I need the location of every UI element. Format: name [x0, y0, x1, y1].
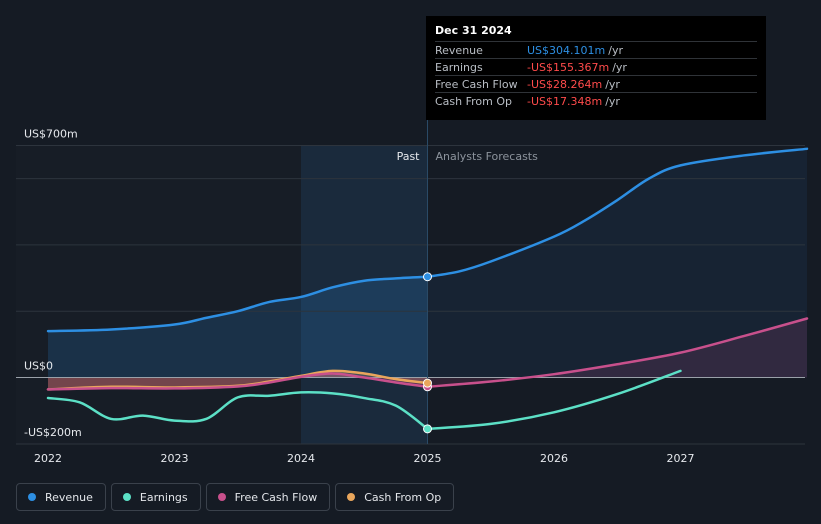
x-tick-label: 2024	[287, 452, 315, 465]
tooltip-row-free-cash-flow: Free Cash Flow -US$28.264m /yr	[435, 75, 757, 92]
tooltip-row-revenue: Revenue US$304.101m /yr	[435, 41, 757, 58]
cfo-past-area	[48, 370, 428, 390]
legend-item-earnings[interactable]: Earnings	[110, 483, 201, 511]
free-cash-flow-line	[46, 372, 429, 391]
legend-label: Revenue	[45, 490, 93, 504]
y-axis-label: -US$200m	[24, 426, 82, 439]
tooltip-row-cash-from-op: Cash From Op -US$17.348m /yr	[435, 92, 757, 109]
x-tick-label: 2027	[667, 452, 695, 465]
tooltip-label: Cash From Op	[435, 94, 513, 108]
tooltip-date: Dec 31 2024	[435, 24, 512, 37]
legend-item-free-cash-flow[interactable]: Free Cash Flow	[205, 483, 331, 511]
tooltip-value: -US$155.367m	[527, 60, 610, 74]
earnings-marker	[423, 424, 432, 434]
legend-item-revenue[interactable]: Revenue	[16, 483, 106, 511]
legend-label: Cash From Op	[364, 490, 442, 504]
tooltip-unit: /yr	[605, 77, 620, 91]
x-tick-label: 2023	[161, 452, 189, 465]
y-axis-label: US$700m	[24, 128, 78, 141]
x-tick-label: 2022	[34, 452, 62, 465]
x-tick-label: 2026	[540, 452, 568, 465]
legend-dot-icon	[217, 493, 226, 501]
tooltip: Dec 31 2024 Revenue US$304.101m /yr Earn…	[426, 16, 766, 120]
tooltip-value: -US$17.348m	[527, 94, 603, 108]
legend-dot-icon	[347, 493, 356, 501]
tooltip-unit: /yr	[608, 43, 623, 57]
tooltip-label: Revenue	[435, 43, 483, 57]
highlight-region	[301, 145, 428, 444]
earnings-line	[46, 391, 429, 431]
legend-dot-icon	[28, 493, 36, 501]
earnings-forecast-line	[426, 369, 682, 431]
tooltip-label: Free Cash Flow	[435, 77, 518, 91]
tooltip-unit: /yr	[605, 94, 620, 108]
y-axis-label: US$0	[24, 360, 53, 373]
x-tick-label: 2025	[414, 452, 442, 465]
revenue-past-area	[48, 276, 428, 378]
cash-from-op-marker	[423, 378, 432, 388]
tooltip-unit: /yr	[612, 60, 627, 74]
legend-label: Free Cash Flow	[234, 490, 318, 504]
forecast-label: Analysts Forecasts	[436, 150, 539, 163]
revenue-marker	[423, 272, 432, 282]
revenue-forecast-line	[426, 147, 809, 278]
tooltip-value: -US$28.264m	[527, 77, 603, 91]
legend-dot-icon	[122, 493, 131, 501]
revenue-forecast-area	[427, 148, 807, 378]
legend-item-cash-from-op[interactable]: Cash From Op	[335, 483, 455, 511]
tooltip-value: US$304.101m	[527, 43, 606, 57]
legend-label: Earnings	[139, 490, 188, 504]
tooltip-row-earnings: Earnings -US$155.367m /yr	[435, 58, 757, 75]
legend: Revenue Earnings Free Cash Flow Cash Fro…	[16, 483, 455, 511]
free-cash-flow-forecast-line	[426, 317, 809, 389]
past-label: Past	[397, 150, 421, 163]
tooltip-label: Earnings	[435, 60, 483, 74]
revenue-line	[46, 275, 429, 333]
fcf-forecast-area	[427, 318, 807, 387]
